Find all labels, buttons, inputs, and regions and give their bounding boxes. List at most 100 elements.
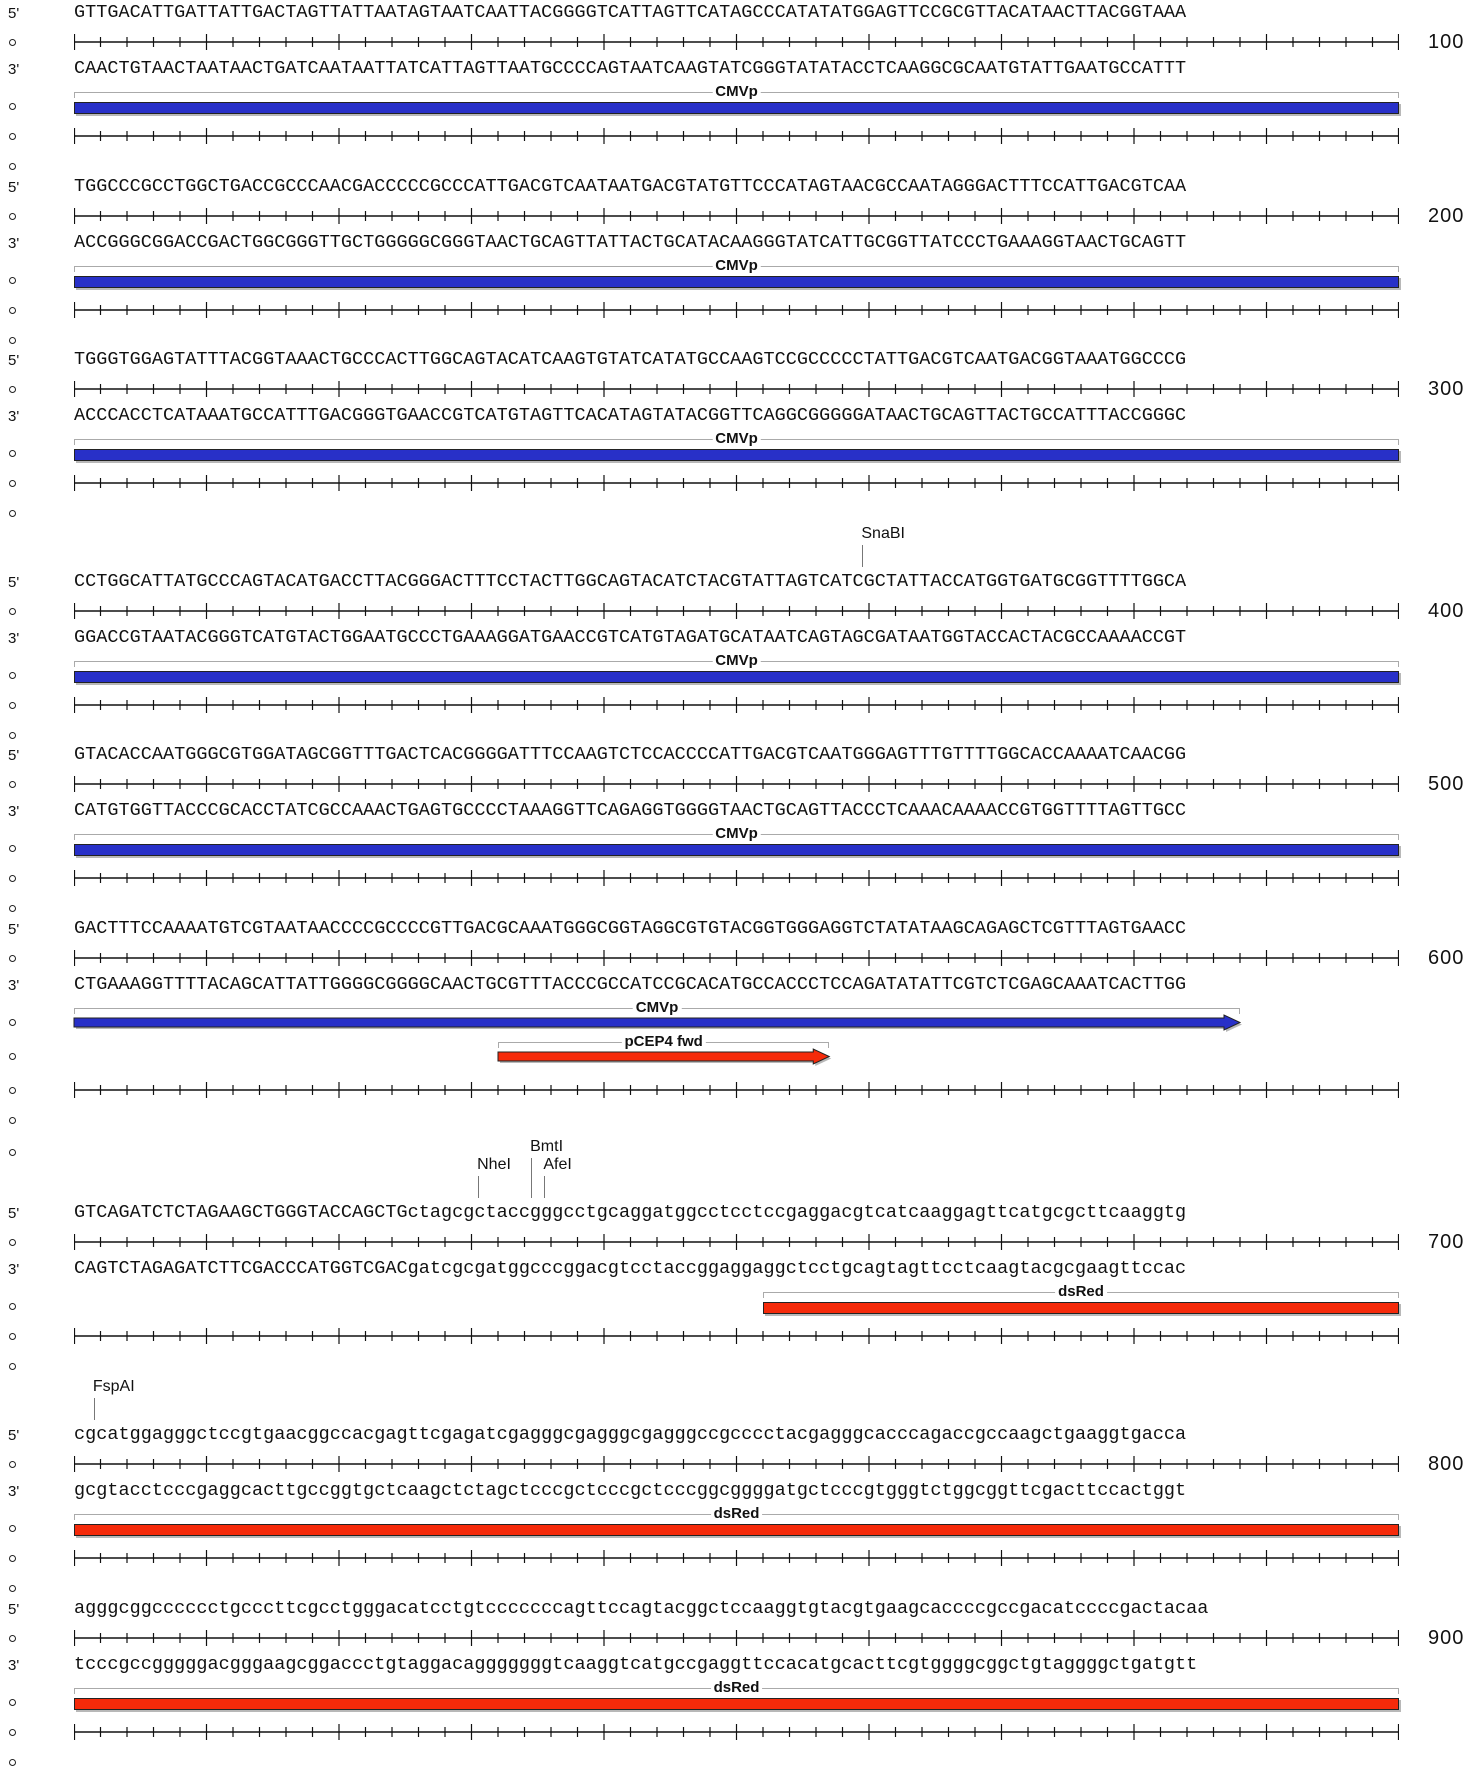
bottom-strand-sequence: ACCGGGCGGACCGACTGGCGGGTTGCTGGGGGCGGGTAAC… <box>74 232 1187 253</box>
five-prime-label: 5' <box>8 5 20 22</box>
site-label: NheI <box>477 1156 511 1173</box>
feature-label: pCEP4 fwd <box>621 1034 706 1050</box>
feature-label: dsRed <box>710 1506 763 1522</box>
position-number: 800 <box>1428 1453 1465 1475</box>
feature-label: CMVp <box>712 826 761 842</box>
feature-label: dsRed <box>1055 1284 1107 1300</box>
feature-bar <box>74 276 1399 288</box>
three-prime-label: 3' <box>8 1261 20 1278</box>
site-tick <box>544 1176 546 1198</box>
row-circle <box>9 39 16 46</box>
bottom-strand-sequence: CAGTCTAGAGATCTTCGACCCATGGTCGACgatcgcgatg… <box>74 1258 1187 1279</box>
three-prime-label: 3' <box>8 1657 20 1674</box>
row-circle <box>9 103 16 110</box>
bottom-strand-sequence: ACCCACCTCATAAATGCCATTTGACGGGTGAACCGTCATG… <box>74 405 1187 426</box>
row-circle <box>9 905 16 912</box>
row-circle <box>9 1461 16 1468</box>
position-number: 300 <box>1428 378 1465 400</box>
feature-label: CMVp <box>632 1000 682 1016</box>
feature-bar <box>74 844 1399 856</box>
position-number: 600 <box>1428 947 1465 969</box>
row-circle <box>9 1699 16 1706</box>
five-prime-label: 5' <box>8 352 20 369</box>
sequence-ruler <box>74 381 1399 397</box>
feature-label: dsRed <box>710 1680 763 1696</box>
row-circle <box>9 133 16 140</box>
position-number: 100 <box>1428 31 1465 53</box>
row-circle <box>9 1363 16 1370</box>
sequence-ruler <box>74 603 1399 619</box>
three-prime-label: 3' <box>8 1483 20 1500</box>
row-circle <box>9 1239 16 1246</box>
top-strand-sequence: GTCAGATCTCTAGAAGCTGGGTACCAGCTGctagcgctac… <box>74 1202 1187 1223</box>
row-circle <box>9 1087 16 1094</box>
row-circle <box>9 781 16 788</box>
sequence-ruler <box>74 1456 1399 1472</box>
row-circle <box>9 875 16 882</box>
top-strand-sequence: cgcatggagggctccgtgaacggccacgagttcgagatcg… <box>74 1424 1187 1445</box>
site-tick <box>531 1158 533 1198</box>
position-number: 900 <box>1428 1627 1465 1649</box>
site-label: FspAI <box>92 1378 135 1395</box>
sequence-ruler <box>74 475 1399 491</box>
row-circle <box>9 277 16 284</box>
row-circle <box>9 1117 16 1124</box>
row-circle <box>9 1333 16 1340</box>
row-circle <box>9 450 16 457</box>
five-prime-label: 5' <box>8 747 20 764</box>
sequence-ruler <box>74 128 1399 144</box>
row-circle <box>9 480 16 487</box>
sequence-ruler <box>74 208 1399 224</box>
row-circle <box>9 213 16 220</box>
sequence-ruler <box>74 1630 1399 1646</box>
row-circle <box>9 1053 16 1060</box>
feature-label: CMVp <box>712 84 761 100</box>
three-prime-label: 3' <box>8 803 20 820</box>
row-circle <box>9 510 16 517</box>
bottom-strand-sequence: tcccgccgggggacgggaagcggaccctgtaggacagggg… <box>74 1654 1198 1675</box>
row-circle <box>9 1585 16 1592</box>
row-circle <box>9 672 16 679</box>
top-strand-sequence: CCTGGCATTATGCCCAGTACATGACCTTACGGGACTTTCC… <box>74 571 1187 592</box>
feature-bar <box>74 102 1399 114</box>
row-circle <box>9 955 16 962</box>
three-prime-label: 3' <box>8 630 20 647</box>
feature-bar <box>74 1698 1399 1710</box>
site-label: BmtI <box>530 1138 564 1155</box>
site-tick <box>93 1398 95 1420</box>
five-prime-label: 5' <box>8 574 20 591</box>
sequence-ruler <box>74 1234 1399 1250</box>
three-prime-label: 3' <box>8 977 20 994</box>
five-prime-label: 5' <box>8 1205 20 1222</box>
site-label: SnaBI <box>861 525 905 542</box>
bottom-strand-sequence: CAACTGTAACTAATAACTGATCAATAATTATCATTAGTTA… <box>74 58 1187 79</box>
row-circle <box>9 1149 16 1156</box>
row-circle <box>9 1303 16 1310</box>
row-circle <box>9 1635 16 1642</box>
top-strand-sequence: GTTGACATTGATTATTGACTAGTTATTAATAGTAATCAAT… <box>74 2 1187 23</box>
top-strand-sequence: agggcggcccccctgcccttcgcctgggacatcctgtccc… <box>74 1598 1209 1619</box>
feature-bar <box>74 1524 1399 1536</box>
bottom-strand-sequence: CTGAAAGGTTTTACAGCATTATTGGGGCGGGGCAACTGCG… <box>74 974 1187 995</box>
five-prime-label: 5' <box>8 179 20 196</box>
top-strand-sequence: TGGCCCGCCTGGCTGACCGCCCAACGACCCCCGCCCATTG… <box>74 176 1187 197</box>
row-circle <box>9 163 16 170</box>
five-prime-label: 5' <box>8 1427 20 1444</box>
row-circle <box>9 608 16 615</box>
top-strand-sequence: TGGGTGGAGTATTTACGGTAAACTGCCCACTTGGCAGTAC… <box>74 349 1187 370</box>
feature-arrow <box>497 1048 832 1066</box>
feature-bar <box>763 1302 1399 1314</box>
sequence-ruler <box>74 34 1399 50</box>
five-prime-label: 5' <box>8 1601 20 1618</box>
bottom-strand-sequence: GGACCGTAATACGGGTCATGTACTGGAATGCCCTGAAAGG… <box>74 627 1187 648</box>
sequence-ruler <box>74 776 1399 792</box>
row-circle <box>9 386 16 393</box>
site-tick <box>862 545 864 567</box>
sequence-ruler <box>74 1328 1399 1344</box>
row-circle <box>9 1019 16 1026</box>
bottom-strand-sequence: gcgtacctcccgaggcacttgccggtgctcaagctctagc… <box>74 1480 1187 1501</box>
site-label: AfeI <box>543 1156 572 1173</box>
feature-arrow <box>73 1014 1242 1032</box>
feature-bar <box>74 449 1399 461</box>
sequence-ruler <box>74 697 1399 713</box>
